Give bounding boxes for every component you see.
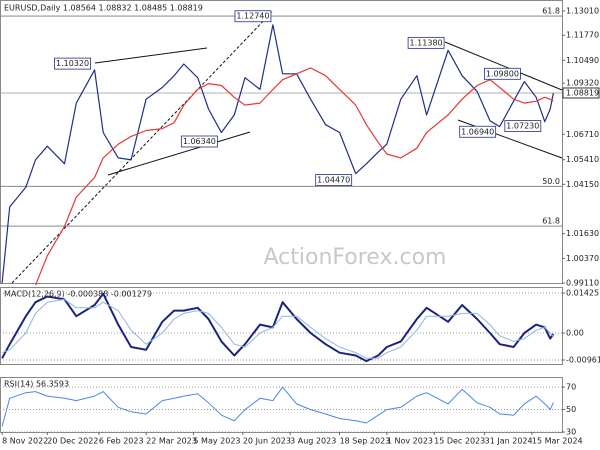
x-tick-label: 5 May 2023 — [193, 437, 240, 446]
trend-line — [11, 11, 273, 284]
price-annotation-box — [180, 135, 218, 148]
price-annotation-box — [54, 57, 91, 70]
last-price-label: 1.08819 — [566, 88, 599, 97]
x-tick-label: 20 Jun 2023 — [243, 437, 291, 446]
price-annotation-box — [483, 67, 521, 80]
y-tick-label: 0.014251 — [566, 289, 600, 298]
price-annotation: 1.07230 — [506, 122, 539, 131]
series-line — [1, 24, 554, 284]
price-annotation: 1.06340 — [183, 137, 216, 146]
rsi-title: RSI(14) 56.3593 — [4, 380, 69, 389]
trend-line — [94, 47, 208, 64]
price-annotation: 1.11380 — [410, 38, 443, 47]
macd-title: MACD(12,26,9) -0.000388 -0.001279 — [4, 290, 152, 299]
y-tick-label: 1.04150 — [566, 180, 599, 189]
y-tick-label: 0.00 — [566, 329, 584, 338]
series-line — [1, 298, 554, 359]
fib-label: 61.8 — [542, 7, 560, 16]
rsi-panel — [0, 377, 563, 433]
x-tick-label: 8 Nov 2022 — [2, 437, 48, 446]
series-line — [1, 386, 554, 427]
price-annotation: 1.04470 — [317, 176, 350, 185]
chart-title: EURUSD,Daily 1.08564 1.08832 1.08485 1.0… — [4, 4, 203, 13]
x-tick-label: 15 Mar 2024 — [532, 437, 583, 446]
x-tick-label: 18 Sep 2023 — [340, 437, 391, 446]
x-tick-label: 22 Mar 2023 — [146, 437, 197, 446]
x-tick-label: 20 Dec 2022 — [47, 437, 98, 446]
last-price-box — [562, 87, 600, 99]
trend-lines — [11, 11, 563, 284]
price-annotation-box — [459, 125, 497, 138]
price-annotation: 1.09800 — [486, 69, 519, 78]
fib-label: 50.0 — [542, 177, 560, 186]
y-tick-label: 1.09320 — [566, 79, 599, 88]
y-tick-label: 1.11770 — [566, 31, 599, 40]
y-tick-label: 1.05410 — [566, 155, 599, 164]
x-tick-label: 6 Feb 2023 — [99, 437, 144, 446]
price-annotation: 1.12740 — [236, 12, 269, 21]
watermark: ActionForex.com — [264, 245, 447, 270]
y-tick-label: 70 — [566, 383, 576, 392]
macd-panel — [0, 287, 563, 365]
y-tick-label: 0.99110 — [566, 279, 599, 288]
y-tick-label: 1.06710 — [566, 130, 599, 139]
x-tick-label: 31 Jan 2024 — [485, 437, 533, 446]
x-tick-label: 3 Aug 2023 — [290, 437, 336, 446]
price-annotation-box — [504, 120, 542, 132]
x-tick-label: 1 Nov 2023 — [387, 437, 433, 446]
series-line — [1, 292, 555, 363]
trend-line — [107, 131, 251, 176]
price-panel — [0, 0, 563, 284]
y-tick-label: 1.00370 — [566, 254, 599, 263]
y-tick-label: 1.01630 — [566, 229, 599, 238]
y-tick-label: 1.13010 — [566, 6, 599, 15]
series-line — [34, 67, 554, 286]
y-tick-label: 50 — [566, 405, 576, 414]
trend-line — [444, 41, 563, 91]
y-tick-label: 1.10490 — [566, 56, 599, 65]
fib-label: 61.8 — [542, 217, 560, 226]
price-annotation-box — [234, 10, 272, 23]
price-annotation-box — [407, 36, 445, 49]
price-annotation: 1.06940 — [461, 127, 494, 136]
y-tick-label: 30 — [566, 428, 576, 437]
price-annotation: 1.10320 — [56, 59, 89, 68]
price-annotation-box — [315, 174, 353, 186]
x-tick-label: 15 Dec 2023 — [434, 437, 485, 446]
